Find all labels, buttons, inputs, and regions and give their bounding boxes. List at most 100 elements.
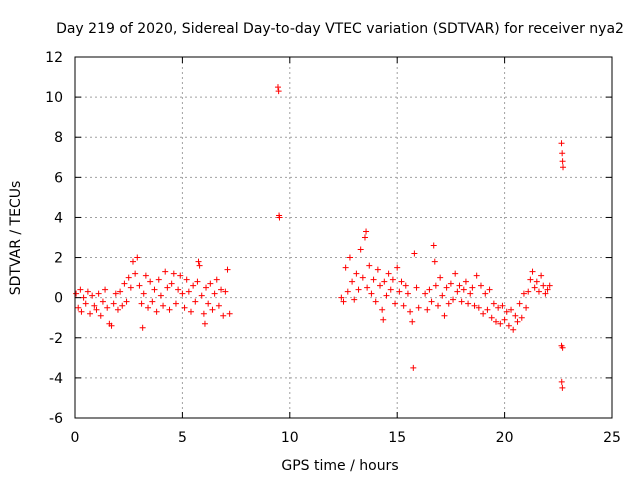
data-point: [518, 314, 525, 321]
data-point: [387, 286, 394, 293]
data-point: [462, 278, 469, 285]
data-point: [275, 88, 282, 95]
data-point: [222, 288, 229, 295]
y-tick-label: 12: [45, 50, 63, 66]
data-point: [84, 288, 91, 295]
data-point: [194, 278, 201, 285]
data-point: [520, 290, 527, 297]
data-point: [409, 318, 416, 325]
data-point: [426, 286, 433, 293]
data-point: [559, 384, 566, 391]
data-point: [497, 320, 504, 327]
data-point: [431, 258, 438, 265]
data-point: [99, 298, 106, 305]
data-point: [445, 300, 452, 307]
data-point: [437, 274, 444, 281]
data-point: [226, 310, 233, 317]
data-point: [102, 286, 109, 293]
data-point: [538, 272, 545, 279]
data-point: [523, 304, 530, 311]
grid-lines: [75, 57, 612, 418]
data-point: [488, 314, 495, 321]
x-tick-label: 25: [603, 430, 621, 446]
data-point: [117, 288, 124, 295]
data-point: [151, 286, 158, 293]
data-point: [484, 306, 491, 313]
data-point: [172, 300, 179, 307]
data-point: [359, 274, 366, 281]
data-point: [192, 298, 199, 305]
data-point: [166, 306, 173, 313]
data-point: [80, 294, 87, 301]
data-point: [187, 308, 194, 315]
y-tick-label: -6: [49, 411, 63, 427]
y-axis-ticks: -6 -4 -2 0 2 4 6 8 10 12: [45, 50, 612, 427]
x-tick-label: 15: [388, 430, 406, 446]
data-point: [450, 296, 457, 303]
data-point: [108, 322, 115, 329]
data-point: [198, 292, 205, 299]
data-point: [220, 312, 227, 319]
data-point: [400, 302, 407, 309]
x-axis-label: GPS time / hours: [281, 458, 398, 474]
data-point: [190, 282, 197, 289]
x-tick-label: 0: [71, 430, 80, 446]
data-point: [398, 278, 405, 285]
data-point: [344, 288, 351, 295]
data-point: [104, 304, 111, 311]
data-point: [486, 286, 493, 293]
x-tick-label: 5: [178, 430, 187, 446]
y-tick-label: 4: [54, 210, 63, 226]
data-point: [73, 290, 80, 297]
data-point: [196, 262, 203, 269]
data-point: [361, 234, 368, 241]
data-point: [346, 254, 353, 261]
data-point: [82, 300, 89, 307]
data-point: [147, 278, 154, 285]
data-point: [89, 292, 96, 299]
data-point: [77, 286, 84, 293]
data-point: [145, 304, 152, 311]
data-point: [366, 262, 373, 269]
data-point: [110, 300, 117, 307]
data-point: [355, 286, 362, 293]
data-point: [467, 290, 474, 297]
data-point: [157, 292, 164, 299]
data-point: [503, 308, 510, 315]
data-point: [377, 282, 384, 289]
data-point: [493, 318, 500, 325]
data-point: [428, 298, 435, 305]
data-point: [164, 284, 171, 291]
data-point: [490, 300, 497, 307]
data-point: [454, 288, 461, 295]
data-point: [140, 290, 147, 297]
data-point: [531, 284, 538, 291]
data-point: [201, 320, 208, 327]
data-point: [499, 302, 506, 309]
data-point: [121, 280, 128, 287]
data-point: [91, 302, 98, 309]
data-point: [525, 288, 532, 295]
data-point: [177, 272, 184, 279]
chart-title: Day 219 of 2020, Sidereal Day-to-day VTE…: [56, 21, 624, 37]
plot-frame: [74, 56, 613, 419]
data-point: [452, 270, 459, 277]
data-point: [540, 282, 547, 289]
data-point: [123, 298, 130, 305]
data-point: [443, 284, 450, 291]
data-point: [372, 298, 379, 305]
data-point: [207, 280, 214, 287]
data-point: [338, 294, 345, 301]
data-point: [471, 302, 478, 309]
data-point: [512, 312, 519, 319]
data-point: [465, 300, 472, 307]
data-point: [477, 282, 484, 289]
data-point: [175, 286, 182, 293]
data-point: [473, 272, 480, 279]
data-point: [374, 266, 381, 273]
data-point: [87, 310, 94, 317]
data-point: [527, 276, 534, 283]
data-point: [510, 326, 517, 333]
data-point: [125, 274, 132, 281]
data-point: [394, 264, 401, 271]
